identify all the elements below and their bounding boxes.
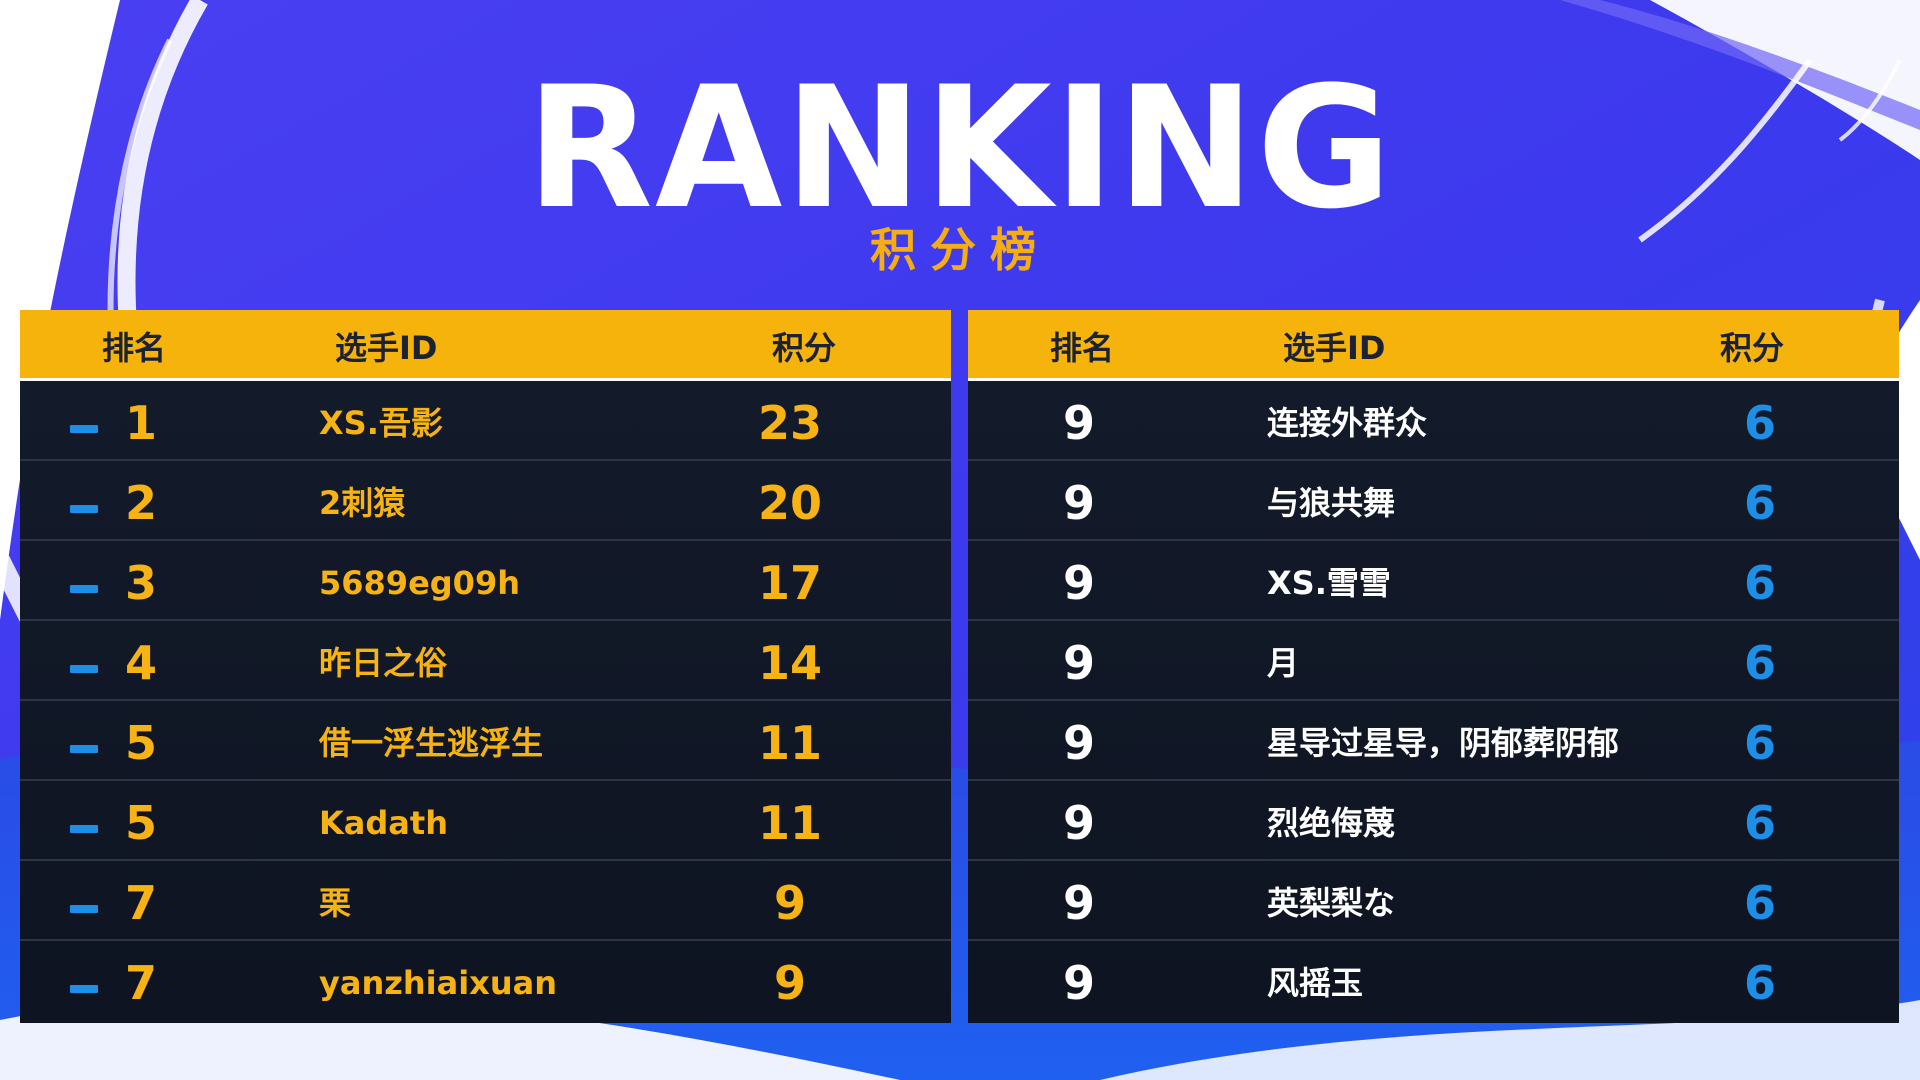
rank-cell: 9 <box>1063 396 1096 450</box>
rank-cell: 3 <box>125 556 158 610</box>
dash-trend-icon <box>70 745 98 753</box>
score-cell: 14 <box>757 636 822 690</box>
rank-cell: 7 <box>125 956 158 1010</box>
table-row: 9 星导过星导，阴郁葬阴郁 6 <box>968 701 1899 781</box>
dash-trend-icon <box>70 425 98 433</box>
rank-cell: 9 <box>1063 956 1096 1010</box>
score-cell: 23 <box>757 396 822 450</box>
score-cell: 6 <box>1743 396 1776 450</box>
page-subtitle: 积分榜 <box>870 223 1050 277</box>
header-rank: 排名 <box>1050 329 1115 367</box>
table-row: 2 2刺猿 20 <box>20 461 951 541</box>
dash-trend-icon <box>70 665 98 673</box>
table-body: 1 XS.吾影 23 2 2刺猿 20 3 5689eg09h 17 4 昨日之… <box>20 381 951 1023</box>
score-cell: 20 <box>757 476 822 530</box>
player-id-cell: 与狼共舞 <box>1267 484 1396 522</box>
player-id-cell: yanzhiaixuan <box>319 964 557 1002</box>
score-cell: 9 <box>773 956 806 1010</box>
table-row: 9 连接外群众 6 <box>968 381 1899 461</box>
ranking-table-left: 排名 选手ID 积分 1 XS.吾影 23 2 2刺猿 20 3 5689eg0… <box>20 310 951 1023</box>
player-id-cell: 昨日之俗 <box>319 644 448 682</box>
score-cell: 6 <box>1743 876 1776 930</box>
rank-cell: 4 <box>125 636 158 690</box>
rank-cell: 9 <box>1063 716 1096 770</box>
player-id-cell: 连接外群众 <box>1267 404 1428 442</box>
table-row: 9 月 6 <box>968 621 1899 701</box>
score-cell: 6 <box>1743 556 1776 610</box>
player-id-cell: 英梨梨な <box>1267 884 1396 922</box>
rank-cell: 5 <box>125 716 158 770</box>
score-cell: 6 <box>1743 956 1776 1010</box>
score-cell: 6 <box>1743 636 1776 690</box>
header-player-id: 选手ID <box>1283 329 1386 367</box>
header-score: 积分 <box>772 329 837 367</box>
player-id-cell: XS.雪雪 <box>1267 564 1391 602</box>
table-row: 4 昨日之俗 14 <box>20 621 951 701</box>
score-cell: 11 <box>757 796 822 850</box>
player-id-cell: 借一浮生逃浮生 <box>319 724 544 762</box>
score-cell: 6 <box>1743 716 1776 770</box>
player-id-cell: 星导过星导，阴郁葬阴郁 <box>1267 724 1620 762</box>
header-rank: 排名 <box>102 329 167 367</box>
rank-cell: 1 <box>125 396 158 450</box>
player-id-cell: XS.吾影 <box>319 404 443 442</box>
score-cell: 9 <box>773 876 806 930</box>
player-id-cell: 5689eg09h <box>319 564 520 602</box>
dash-trend-icon <box>70 905 98 913</box>
player-id-cell: 风摇玉 <box>1267 964 1364 1002</box>
rank-cell: 9 <box>1063 876 1096 930</box>
dash-trend-icon <box>70 505 98 513</box>
score-cell: 6 <box>1743 796 1776 850</box>
dash-trend-icon <box>70 825 98 833</box>
table-row: 9 风摇玉 6 <box>968 941 1899 1021</box>
table-row: 9 与狼共舞 6 <box>968 461 1899 541</box>
rank-cell: 7 <box>125 876 158 930</box>
rank-cell: 5 <box>125 796 158 850</box>
table-row: 5 借一浮生逃浮生 11 <box>20 701 951 781</box>
header-score: 积分 <box>1720 329 1785 367</box>
player-id-cell: Kadath <box>319 804 448 842</box>
dash-trend-icon <box>70 985 98 993</box>
ranking-table-right: 排名 选手ID 积分 9 连接外群众 6 9 与狼共舞 6 9 XS.雪雪 6 … <box>968 310 1899 1023</box>
page-title: RANKING <box>526 50 1394 246</box>
table-body: 9 连接外群众 6 9 与狼共舞 6 9 XS.雪雪 6 9 月 6 9 星导过… <box>968 381 1899 1023</box>
dash-trend-icon <box>70 585 98 593</box>
table-row: 1 XS.吾影 23 <box>20 381 951 461</box>
player-id-cell: 栗 <box>319 884 352 922</box>
table-row: 9 英梨梨な 6 <box>968 861 1899 941</box>
table-row: 7 栗 9 <box>20 861 951 941</box>
rank-cell: 9 <box>1063 636 1096 690</box>
player-id-cell: 月 <box>1267 644 1300 682</box>
rank-cell: 9 <box>1063 476 1096 530</box>
score-cell: 6 <box>1743 476 1776 530</box>
score-cell: 11 <box>757 716 822 770</box>
score-cell: 17 <box>757 556 822 610</box>
rank-cell: 9 <box>1063 556 1096 610</box>
table-row: 7 yanzhiaixuan 9 <box>20 941 951 1021</box>
table-row: 9 烈绝侮蔑 6 <box>968 781 1899 861</box>
player-id-cell: 2刺猿 <box>319 484 406 522</box>
table-row: 3 5689eg09h 17 <box>20 541 951 621</box>
header-player-id: 选手ID <box>335 329 438 367</box>
rank-cell: 2 <box>125 476 158 530</box>
table-row: 5 Kadath 11 <box>20 781 951 861</box>
table-row: 9 XS.雪雪 6 <box>968 541 1899 621</box>
player-id-cell: 烈绝侮蔑 <box>1267 804 1396 842</box>
table-header: 排名 选手ID 积分 <box>968 310 1899 381</box>
rank-cell: 9 <box>1063 796 1096 850</box>
table-header: 排名 选手ID 积分 <box>20 310 951 381</box>
